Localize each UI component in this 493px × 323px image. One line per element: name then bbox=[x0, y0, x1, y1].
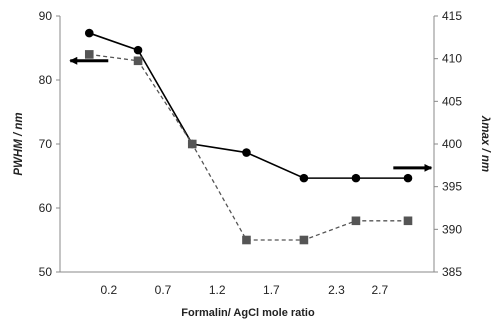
left-axis-ticks: 50 60 70 80 90 bbox=[39, 9, 60, 279]
data-point-circle bbox=[242, 148, 251, 157]
left-tick-label: 70 bbox=[39, 137, 53, 151]
right-tick-label: 405 bbox=[442, 94, 462, 108]
x-tick-label: 2.3 bbox=[328, 283, 345, 297]
data-point-square bbox=[84, 50, 94, 59]
right-tick-label: 395 bbox=[442, 180, 462, 194]
plot-area bbox=[59, 16, 435, 273]
data-point-circle bbox=[299, 173, 309, 183]
y-axis-title-right: λmax / nm bbox=[479, 115, 491, 172]
right-tick-label: 400 bbox=[442, 137, 462, 151]
x-tick-label: 1.2 bbox=[209, 283, 226, 297]
data-point-circle bbox=[133, 45, 143, 55]
series-right-axis bbox=[84, 28, 413, 183]
data-point-square bbox=[299, 235, 309, 245]
data-point-circle bbox=[403, 173, 413, 183]
right-tick-label: 385 bbox=[442, 265, 462, 279]
right-tick-label: 410 bbox=[442, 52, 462, 66]
series-line bbox=[89, 32, 408, 179]
data-point-square bbox=[133, 56, 143, 66]
right-axis-ticks: 385 390 395 400 405 410 415 bbox=[434, 9, 462, 279]
x-tick-label: 2.7 bbox=[371, 283, 388, 297]
left-tick-label: 50 bbox=[39, 265, 53, 279]
x-tick-label: 0.2 bbox=[100, 283, 117, 297]
series-layer bbox=[84, 28, 413, 245]
left-tick-label: 60 bbox=[39, 201, 53, 215]
x-tick-label: 1.7 bbox=[263, 283, 280, 297]
annotation-layer bbox=[69, 56, 433, 172]
right-tick-label: 415 bbox=[442, 9, 462, 23]
data-point-square bbox=[403, 216, 413, 226]
series-line bbox=[89, 53, 408, 241]
data-point-square bbox=[242, 235, 251, 245]
left-tick-label: 90 bbox=[39, 9, 53, 23]
y-axis-title-left: PWHM / nm bbox=[13, 112, 25, 175]
left-tick-label: 80 bbox=[39, 73, 53, 87]
data-point-circle bbox=[351, 173, 361, 183]
x-axis-title: Formalin/ AgCl mole ratio bbox=[181, 307, 315, 319]
x-axis-ticks: 0.2 0.7 1.2 1.7 2.3 2.7 bbox=[100, 283, 388, 297]
data-point-square bbox=[351, 216, 361, 226]
data-point-square bbox=[187, 139, 197, 149]
x-tick-label: 0.7 bbox=[155, 283, 172, 297]
series-left-axis bbox=[84, 50, 413, 245]
data-point-circle bbox=[84, 28, 94, 38]
right-tick-label: 390 bbox=[442, 222, 462, 236]
